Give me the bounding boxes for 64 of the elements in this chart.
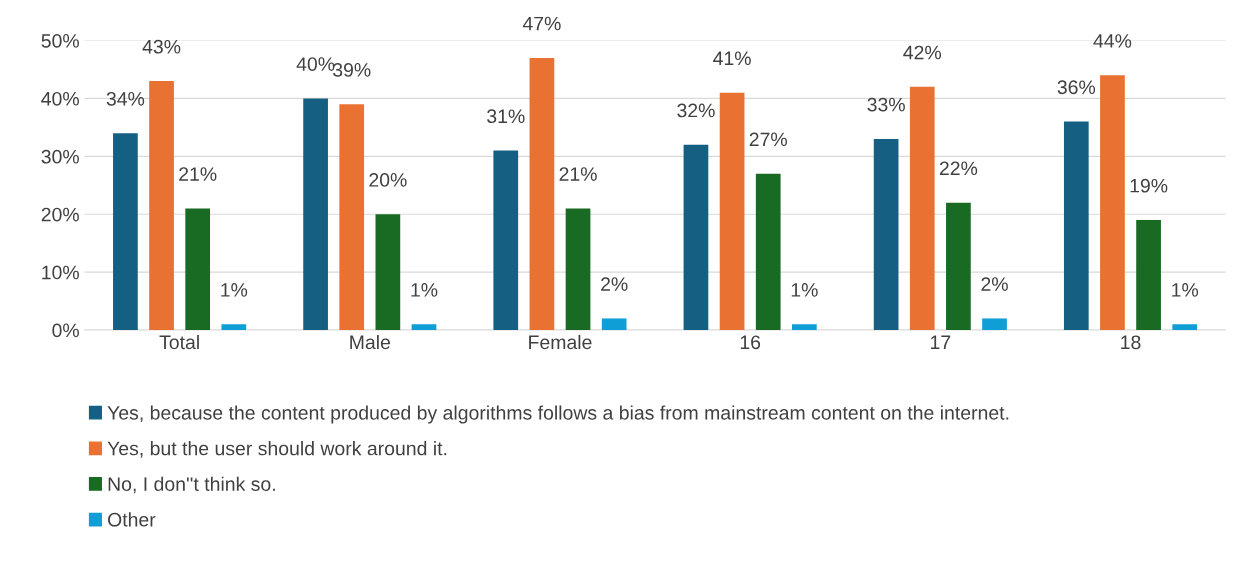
data-label: 1% bbox=[221, 283, 248, 297]
legend-label: Yes, but the user should work around it. bbox=[107, 441, 447, 458]
data-label: 2% bbox=[601, 277, 628, 291]
data-label: 40% bbox=[296, 57, 335, 71]
data-label: 27% bbox=[749, 132, 787, 147]
data-label: 44% bbox=[1093, 34, 1132, 48]
data-label: 1% bbox=[411, 283, 438, 297]
bar bbox=[601, 318, 627, 331]
bar bbox=[1063, 121, 1089, 331]
bar bbox=[375, 214, 401, 331]
bar bbox=[565, 208, 591, 331]
data-label: 36% bbox=[1057, 80, 1096, 95]
data-label: 2% bbox=[981, 277, 1008, 291]
data-label: 39% bbox=[333, 63, 371, 77]
bar bbox=[185, 208, 211, 331]
bar bbox=[113, 133, 138, 331]
bar bbox=[493, 150, 519, 331]
data-label: 33% bbox=[867, 97, 905, 112]
data-label: 47% bbox=[522, 16, 561, 31]
bar bbox=[719, 92, 745, 331]
bar bbox=[946, 202, 971, 331]
y-tick-label: 30% bbox=[41, 149, 79, 164]
data-label: 34% bbox=[106, 91, 145, 106]
data-label: 32% bbox=[677, 103, 715, 118]
bar bbox=[1172, 324, 1198, 331]
y-tick-label: 50% bbox=[41, 34, 79, 48]
y-tick-label: 10% bbox=[42, 265, 79, 280]
data-label: 21% bbox=[559, 167, 597, 181]
data-label: 41% bbox=[713, 51, 751, 66]
legend-label: Other bbox=[108, 512, 156, 527]
bar bbox=[873, 138, 899, 331]
legend-label: Yes, because the content produced by algorithms follows a bias from mainstream content on the internet. bbox=[107, 405, 1009, 424]
y-tick-label: 20% bbox=[41, 207, 79, 222]
x-tick-label: Male bbox=[350, 334, 390, 350]
data-label: 31% bbox=[487, 109, 525, 124]
y-tick-label: 40% bbox=[41, 91, 79, 106]
bar bbox=[755, 173, 781, 331]
bar bbox=[339, 104, 365, 331]
x-tick-label: 17 bbox=[931, 335, 951, 349]
bar bbox=[791, 324, 817, 331]
data-label: 20% bbox=[369, 173, 407, 187]
bar bbox=[1100, 75, 1125, 331]
data-label: 22% bbox=[939, 161, 978, 176]
data-label: 1% bbox=[1172, 283, 1199, 297]
data-label: 19% bbox=[1130, 178, 1168, 193]
x-tick-label: Total bbox=[159, 334, 199, 350]
y-tick-label: 0% bbox=[52, 323, 79, 338]
bar bbox=[303, 98, 328, 331]
bar bbox=[1136, 220, 1161, 331]
data-label: 21% bbox=[179, 167, 217, 181]
data-label: 42% bbox=[903, 45, 942, 60]
bar bbox=[683, 144, 709, 331]
x-tick-label: 16 bbox=[740, 335, 761, 350]
bar bbox=[909, 86, 935, 331]
x-tick-label: Female bbox=[529, 334, 592, 350]
bar bbox=[529, 57, 555, 331]
bar bbox=[411, 324, 437, 331]
legend-label: No, I don''t think so. bbox=[108, 476, 275, 494]
x-tick-label: 18 bbox=[1121, 335, 1141, 350]
data-label: 43% bbox=[142, 39, 181, 54]
bar bbox=[221, 324, 247, 331]
bar bbox=[982, 318, 1007, 331]
bar bbox=[149, 81, 174, 331]
data-label: 1% bbox=[791, 283, 818, 297]
